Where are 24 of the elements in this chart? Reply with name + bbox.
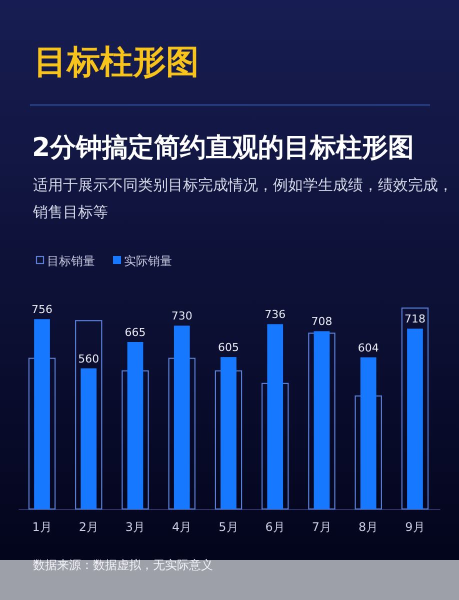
data-label: 730 [171, 310, 192, 323]
x-tick-label: 7月 [312, 520, 332, 534]
x-tick-label: 8月 [358, 520, 378, 534]
annotation: 适用于展示不同类别目标完成情况，例如学生成绩，绩效完成，销售目标等 [33, 176, 454, 223]
data-label: 665 [124, 326, 146, 339]
x-tick-label: 5月 [218, 520, 238, 534]
subtitle: 2分钟搞定简约直观的目标柱形图 [32, 132, 414, 165]
legend-label: 目标销量 [47, 254, 95, 268]
legend-label: 实际销量 [124, 254, 172, 268]
data-label: 708 [311, 315, 332, 328]
x-tick-label: 2月 [78, 520, 98, 534]
title: 目标柱形图 [34, 41, 199, 83]
data-label: 718 [404, 312, 426, 326]
annotation: 数据来源：数据虚拟，无实际意义 [33, 557, 213, 574]
data-label: 605 [218, 341, 239, 354]
data-label: 604 [358, 341, 379, 354]
x-tick-label: 4月 [172, 520, 192, 534]
x-tick-label: 1月 [32, 520, 52, 534]
data-label: 756 [32, 303, 52, 316]
x-tick-label: 3月 [125, 520, 146, 534]
x-tick-label: 6月 [265, 520, 285, 534]
data-label: 736 [264, 308, 286, 322]
data-label: 560 [78, 352, 100, 366]
x-tick-label: 9月 [405, 520, 425, 534]
